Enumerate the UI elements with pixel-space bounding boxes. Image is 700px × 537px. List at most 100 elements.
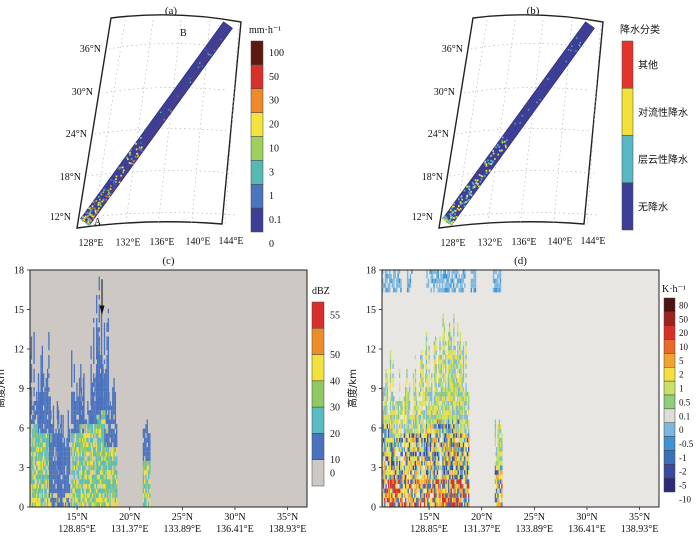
echo-pixel: [79, 442, 81, 448]
echo-pixel: [419, 451, 422, 457]
echo-pixel: [385, 414, 387, 420]
graticule-lat: [456, 128, 592, 135]
echo-pixel: [386, 273, 388, 279]
echo-pixel: [81, 483, 83, 489]
echo-pixel: [406, 456, 408, 461]
rain-pixel: [210, 54, 212, 56]
echo-pixel: [458, 410, 461, 415]
echo-pixel: [434, 278, 437, 284]
echo-pixel: [97, 456, 99, 461]
echo-pixel: [451, 460, 454, 466]
echo-pixel: [434, 474, 436, 480]
echo-pixel: [418, 442, 420, 448]
echo-pixel: [105, 447, 107, 452]
echo-pixel: [448, 488, 450, 494]
echo-pixel: [454, 410, 456, 415]
rain-pixel: [108, 191, 110, 194]
echo-pixel: [461, 483, 463, 489]
echo-pixel: [85, 419, 88, 425]
echo-pixel: [98, 447, 100, 452]
echo-pixel: [82, 456, 84, 461]
echo-pixel: [30, 479, 33, 484]
echo-pixel: [418, 456, 420, 461]
echo-pixel: [418, 382, 420, 388]
echo-pixel: [93, 382, 95, 388]
echo-pixel: [90, 368, 92, 374]
echo-pixel: [460, 474, 462, 480]
rain-pixel: [444, 215, 447, 218]
echo-pixel: [112, 451, 114, 457]
echo-pixel: [76, 428, 78, 434]
echo-pixel: [442, 336, 444, 342]
echo-pixel: [74, 456, 77, 461]
echo-pixel: [447, 368, 449, 374]
echo-pixel: [44, 456, 46, 461]
echo-pixel: [449, 391, 451, 397]
echo-pixel: [423, 410, 426, 415]
echo-pixel: [464, 497, 466, 503]
echo-pixel: [38, 488, 40, 494]
echo-pixel: [94, 387, 96, 392]
echo-pixel: [106, 401, 108, 406]
echo-pixel: [436, 269, 438, 274]
echo-pixel: [435, 488, 437, 494]
echo-pixel: [411, 269, 413, 274]
echo-pixel: [87, 451, 89, 457]
echo-pixel: [105, 465, 107, 471]
echo-pixel: [417, 405, 419, 411]
echo-pixel: [97, 442, 99, 448]
echo-pixel: [450, 451, 452, 457]
echo-pixel: [94, 382, 96, 388]
echo-pixel: [43, 410, 45, 415]
echo-pixel: [419, 488, 422, 494]
echo-pixel: [421, 479, 423, 484]
echo-pixel: [391, 502, 393, 507]
echo-pixel: [97, 497, 99, 503]
echo-pixel: [87, 442, 89, 448]
echo-pixel: [462, 433, 465, 438]
echo-pixel: [104, 493, 106, 498]
echo-pixel: [37, 396, 40, 402]
echo-pixel: [79, 424, 81, 429]
echo-pixel: [457, 502, 459, 507]
echo-pixel: [421, 456, 423, 461]
echo-pixel: [59, 470, 62, 475]
echo-pixel: [464, 474, 466, 480]
rain-pixel: [135, 148, 138, 151]
echo-pixel: [40, 405, 42, 411]
echo-pixel: [48, 474, 50, 480]
echo-pixel: [386, 405, 389, 411]
echo-pixel: [59, 465, 62, 471]
echo-pixel: [408, 387, 411, 392]
echo-pixel: [41, 488, 44, 494]
echo-pixel: [498, 456, 500, 461]
echo-pixel: [44, 391, 46, 397]
echo-pixel: [58, 488, 60, 494]
echo-pixel: [429, 410, 432, 415]
echo-pixel: [108, 442, 110, 448]
echo-pixel: [46, 410, 49, 415]
echo-pixel: [411, 474, 413, 480]
echo-pixel: [76, 488, 78, 494]
echo-pixel: [428, 424, 430, 429]
echo-pixel: [43, 474, 45, 480]
echo-pixel: [41, 350, 44, 355]
echo-pixel: [40, 424, 42, 429]
echo-pixel: [407, 410, 409, 415]
echo-pixel: [102, 410, 104, 415]
echo-pixel: [45, 428, 47, 434]
echo-pixel: [439, 391, 441, 397]
echo-pixel: [67, 488, 69, 494]
echo-pixel: [46, 474, 49, 480]
echo-pixel: [103, 414, 106, 420]
echo-pixel: [418, 451, 420, 457]
rain-pixel: [487, 162, 490, 165]
echo-pixel: [73, 497, 75, 503]
echo-pixel: [412, 419, 415, 425]
echo-pixel: [59, 456, 62, 461]
echo-pixel: [416, 428, 418, 434]
rain-pixel: [176, 95, 179, 97]
echo-pixel: [102, 364, 104, 369]
echo-pixel: [462, 350, 465, 355]
echo-pixel: [61, 465, 63, 471]
